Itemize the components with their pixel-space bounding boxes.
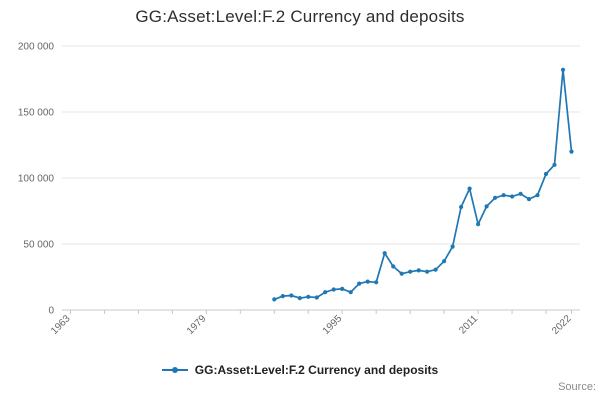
data-point-marker[interactable]	[467, 186, 472, 191]
legend-marker-icon	[161, 367, 188, 373]
data-point-marker[interactable]	[374, 280, 379, 285]
data-point-marker[interactable]	[459, 204, 464, 210]
data-point-marker[interactable]	[476, 222, 481, 227]
legend-label: GG:Asset:Level:F.2 Currency and deposits	[194, 363, 439, 377]
data-point-marker[interactable]	[314, 295, 319, 300]
data-point-marker[interactable]	[552, 162, 557, 167]
data-point-marker[interactable]	[348, 290, 353, 295]
data-point-marker[interactable]	[399, 271, 404, 276]
data-point-marker[interactable]	[493, 195, 498, 200]
data-point-marker[interactable]	[416, 268, 421, 273]
data-point-marker[interactable]	[280, 294, 285, 299]
x-tick-label: 1995	[321, 313, 345, 337]
data-point-marker[interactable]	[297, 296, 302, 301]
legend-item[interactable]: GG:Asset:Level:F.2 Currency and deposits	[0, 363, 600, 377]
data-point-marker[interactable]	[543, 171, 549, 177]
data-point-marker[interactable]	[484, 204, 489, 209]
data-point-marker[interactable]	[569, 149, 574, 154]
data-point-marker[interactable]	[535, 193, 540, 198]
data-point-marker[interactable]	[323, 290, 328, 295]
series-line[interactable]	[273, 68, 573, 301]
data-point-marker[interactable]	[433, 267, 438, 272]
y-tick-label: 150 000	[18, 108, 55, 119]
data-point-marker[interactable]	[289, 293, 294, 298]
data-point-marker[interactable]	[382, 251, 387, 256]
y-tick-label: 50 000	[23, 240, 54, 251]
y-tick-label: 100 000	[18, 174, 55, 185]
data-point-marker[interactable]	[357, 281, 362, 286]
data-point-marker[interactable]	[272, 297, 277, 302]
data-point-marker[interactable]	[526, 197, 532, 202]
data-point-marker[interactable]	[408, 269, 413, 274]
data-point-marker[interactable]	[518, 191, 523, 196]
data-point-marker[interactable]	[365, 279, 370, 284]
chart-title: GG:Asset:Level:F.2 Currency and deposits	[135, 7, 465, 26]
data-point-marker[interactable]	[501, 193, 506, 198]
data-point-marker[interactable]	[450, 244, 455, 249]
x-tick-label: 1979	[185, 313, 209, 337]
data-point-marker[interactable]	[331, 287, 336, 292]
data-point-marker[interactable]	[340, 286, 345, 291]
source-label: Source:	[558, 381, 596, 393]
data-point-marker[interactable]	[306, 294, 311, 299]
y-tick-label: 200 000	[18, 42, 55, 53]
data-point-marker[interactable]	[425, 269, 430, 274]
y-tick-label: 0	[48, 306, 54, 317]
data-point-marker[interactable]	[442, 259, 447, 264]
x-tick-label: 2022	[550, 313, 574, 337]
data-point-marker[interactable]	[391, 264, 396, 269]
x-tick-label: 2011	[457, 313, 480, 336]
data-point-marker[interactable]	[560, 67, 566, 72]
x-tick-label: 1963	[49, 313, 73, 337]
data-point-marker[interactable]	[509, 194, 515, 199]
